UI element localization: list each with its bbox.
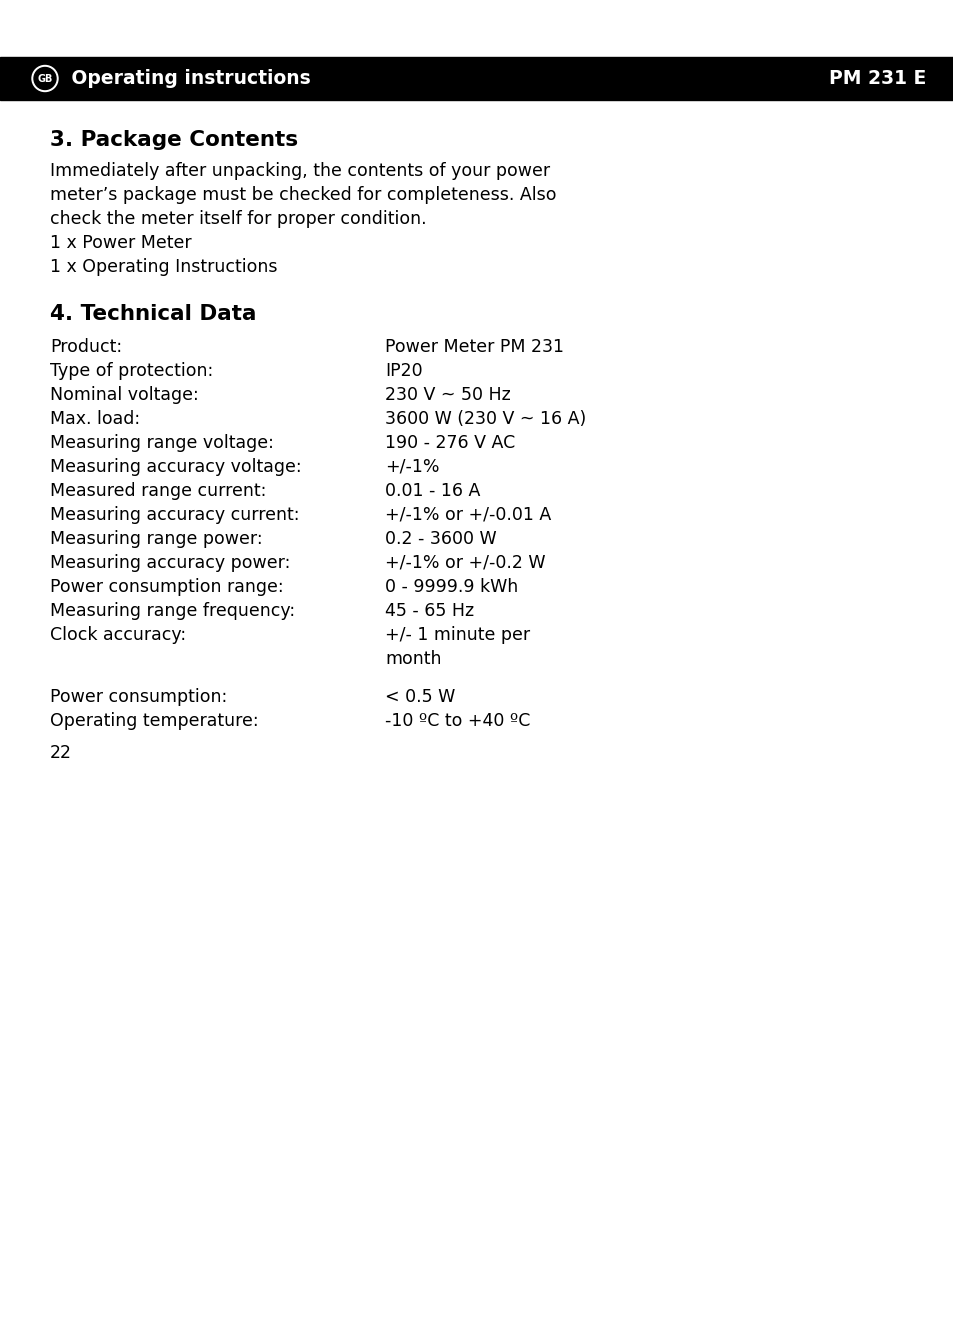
Text: Immediately after unpacking, the contents of your power: Immediately after unpacking, the content… — [50, 162, 550, 180]
Text: Max. load:: Max. load: — [50, 410, 140, 429]
Text: +/-1% or +/-0.2 W: +/-1% or +/-0.2 W — [385, 554, 545, 572]
Text: PM 231 E: PM 231 E — [828, 69, 925, 88]
Text: Clock accuracy:: Clock accuracy: — [50, 626, 186, 644]
Circle shape — [32, 65, 58, 92]
Text: 3. Package Contents: 3. Package Contents — [50, 130, 297, 150]
Text: Measuring accuracy voltage:: Measuring accuracy voltage: — [50, 458, 301, 476]
Text: 0.2 - 3600 W: 0.2 - 3600 W — [385, 530, 497, 548]
Text: Measured range current:: Measured range current: — [50, 482, 266, 500]
Text: Measuring range power:: Measuring range power: — [50, 530, 262, 548]
Text: check the meter itself for proper condition.: check the meter itself for proper condit… — [50, 210, 426, 228]
Text: +/- 1 minute per: +/- 1 minute per — [385, 626, 530, 644]
Text: Operating temperature:: Operating temperature: — [50, 712, 258, 729]
Text: 1 x Power Meter: 1 x Power Meter — [50, 234, 192, 252]
Text: 22: 22 — [50, 744, 71, 763]
Text: Nominal voltage:: Nominal voltage: — [50, 386, 198, 405]
Text: 1 x Operating Instructions: 1 x Operating Instructions — [50, 258, 277, 276]
Text: Measuring range voltage:: Measuring range voltage: — [50, 434, 274, 453]
Text: 230 V ~ 50 Hz: 230 V ~ 50 Hz — [385, 386, 510, 405]
Bar — [0, 57, 953, 100]
Text: 45 - 65 Hz: 45 - 65 Hz — [385, 602, 474, 620]
Text: month: month — [385, 650, 441, 668]
Text: Type of protection:: Type of protection: — [50, 362, 213, 379]
Text: -10 ºC to +40 ºC: -10 ºC to +40 ºC — [385, 712, 530, 729]
Text: GB: GB — [37, 73, 52, 84]
Text: Power consumption range:: Power consumption range: — [50, 578, 283, 596]
Text: +/-1%: +/-1% — [385, 458, 439, 476]
Text: < 0.5 W: < 0.5 W — [385, 688, 455, 705]
Text: Product:: Product: — [50, 338, 122, 355]
Text: Measuring accuracy power:: Measuring accuracy power: — [50, 554, 290, 572]
Text: 4. Technical Data: 4. Technical Data — [50, 303, 256, 323]
Text: meter’s package must be checked for completeness. Also: meter’s package must be checked for comp… — [50, 186, 556, 204]
Circle shape — [34, 68, 56, 89]
Text: Power consumption:: Power consumption: — [50, 688, 227, 705]
Text: IP20: IP20 — [385, 362, 422, 379]
Text: Measuring range frequency:: Measuring range frequency: — [50, 602, 294, 620]
Text: 190 - 276 V AC: 190 - 276 V AC — [385, 434, 515, 453]
Text: Measuring accuracy current:: Measuring accuracy current: — [50, 506, 299, 524]
Text: 3600 W (230 V ~ 16 A): 3600 W (230 V ~ 16 A) — [385, 410, 586, 429]
Text: 0.01 - 16 A: 0.01 - 16 A — [385, 482, 480, 500]
Text: +/-1% or +/-0.01 A: +/-1% or +/-0.01 A — [385, 506, 551, 524]
Text: 0 - 9999.9 kWh: 0 - 9999.9 kWh — [385, 578, 517, 596]
Text: Power Meter PM 231: Power Meter PM 231 — [385, 338, 563, 355]
Text: Operating instructions: Operating instructions — [65, 69, 311, 88]
